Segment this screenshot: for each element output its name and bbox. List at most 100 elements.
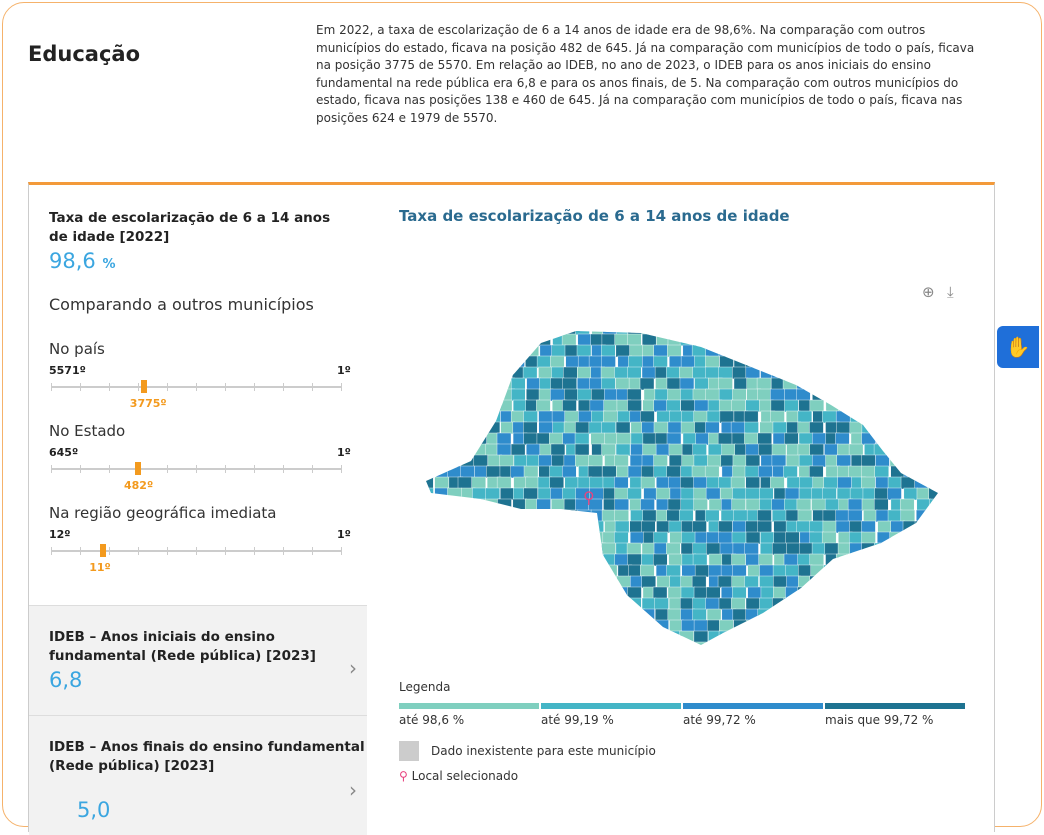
municipality[interactable] — [511, 575, 526, 589]
municipality[interactable] — [941, 521, 955, 533]
municipality[interactable] — [744, 575, 759, 589]
municipality[interactable] — [719, 542, 735, 556]
municipality[interactable] — [733, 377, 749, 391]
municipality[interactable] — [499, 630, 514, 644]
municipality[interactable] — [628, 355, 643, 369]
municipality[interactable] — [562, 432, 577, 446]
municipality[interactable] — [890, 542, 905, 556]
municipality[interactable] — [446, 323, 461, 336]
municipality[interactable] — [849, 399, 864, 413]
municipality[interactable] — [680, 586, 696, 600]
municipality[interactable] — [850, 597, 865, 611]
municipality[interactable] — [497, 498, 512, 512]
municipality[interactable] — [913, 344, 928, 358]
municipality[interactable] — [720, 487, 735, 501]
municipality[interactable] — [680, 487, 696, 501]
municipality[interactable] — [782, 377, 798, 391]
municipality[interactable] — [629, 531, 645, 545]
municipality[interactable] — [575, 564, 590, 578]
municipality[interactable] — [590, 641, 606, 654]
municipality[interactable] — [940, 620, 954, 632]
municipality[interactable] — [732, 366, 747, 380]
municipality[interactable] — [695, 432, 711, 446]
municipality[interactable] — [720, 333, 736, 347]
municipality[interactable] — [786, 344, 801, 358]
municipality[interactable] — [888, 641, 903, 654]
municipality[interactable] — [460, 520, 476, 534]
municipality[interactable] — [798, 323, 813, 336]
municipality[interactable] — [718, 399, 734, 413]
municipality[interactable] — [941, 532, 955, 544]
municipality[interactable] — [691, 465, 707, 479]
municipality[interactable] — [421, 366, 436, 380]
municipality[interactable] — [939, 334, 953, 346]
municipality[interactable] — [445, 597, 461, 611]
municipality[interactable] — [929, 564, 944, 578]
municipality[interactable] — [784, 399, 799, 413]
municipality[interactable] — [939, 455, 953, 467]
municipality[interactable] — [773, 575, 788, 589]
municipality[interactable] — [510, 586, 526, 600]
municipality[interactable] — [838, 399, 853, 413]
municipality[interactable] — [759, 597, 774, 611]
municipality[interactable] — [523, 641, 539, 654]
municipality[interactable] — [614, 553, 629, 567]
municipality[interactable] — [484, 323, 500, 336]
municipality[interactable] — [574, 443, 590, 457]
municipality[interactable] — [782, 333, 798, 347]
municipality[interactable] — [473, 323, 488, 336]
municipality[interactable] — [433, 520, 448, 534]
municipality[interactable] — [838, 608, 853, 622]
municipality[interactable] — [680, 355, 696, 369]
municipality[interactable] — [810, 630, 826, 644]
municipality[interactable] — [887, 487, 902, 501]
municipality[interactable] — [890, 465, 905, 479]
municipality[interactable] — [577, 388, 592, 402]
municipality[interactable] — [916, 465, 931, 479]
municipality[interactable] — [759, 564, 774, 578]
municipality[interactable] — [812, 432, 827, 446]
municipality[interactable] — [562, 531, 577, 545]
municipality[interactable] — [718, 520, 733, 534]
municipality[interactable] — [691, 575, 707, 589]
municipality[interactable] — [471, 498, 486, 512]
municipality[interactable] — [445, 619, 460, 633]
municipality[interactable] — [666, 377, 682, 391]
municipality[interactable] — [914, 608, 929, 622]
municipality[interactable] — [916, 630, 931, 644]
municipality[interactable] — [834, 619, 850, 633]
municipality[interactable] — [912, 597, 928, 611]
municipality[interactable] — [679, 630, 694, 644]
zoom-in-icon[interactable]: ⊕ — [922, 283, 935, 301]
municipality[interactable] — [523, 575, 538, 589]
municipality[interactable] — [432, 443, 447, 457]
municipality[interactable] — [461, 443, 476, 457]
municipality[interactable] — [590, 531, 605, 545]
municipality[interactable] — [601, 344, 616, 358]
municipality[interactable] — [473, 454, 489, 468]
municipality[interactable] — [784, 487, 800, 501]
municipality[interactable] — [798, 487, 814, 501]
municipality[interactable] — [874, 465, 889, 479]
municipality[interactable] — [704, 465, 720, 479]
municipality[interactable] — [757, 323, 772, 336]
municipality[interactable] — [667, 421, 683, 435]
municipality[interactable] — [458, 333, 474, 347]
municipality[interactable] — [798, 432, 814, 446]
municipality[interactable] — [419, 377, 434, 391]
municipality[interactable] — [730, 476, 746, 490]
municipality[interactable] — [927, 421, 942, 435]
municipality[interactable] — [458, 553, 474, 567]
municipality[interactable] — [642, 432, 658, 446]
municipality[interactable] — [473, 377, 489, 391]
municipality[interactable] — [757, 432, 772, 446]
municipality[interactable] — [511, 377, 526, 391]
municipality[interactable] — [680, 323, 695, 336]
municipality[interactable] — [692, 553, 708, 567]
municipality[interactable] — [848, 443, 864, 457]
municipality[interactable] — [447, 333, 462, 347]
municipality[interactable] — [784, 498, 799, 512]
municipality[interactable] — [562, 542, 577, 556]
municipality[interactable] — [498, 542, 513, 556]
municipality[interactable] — [549, 619, 564, 633]
